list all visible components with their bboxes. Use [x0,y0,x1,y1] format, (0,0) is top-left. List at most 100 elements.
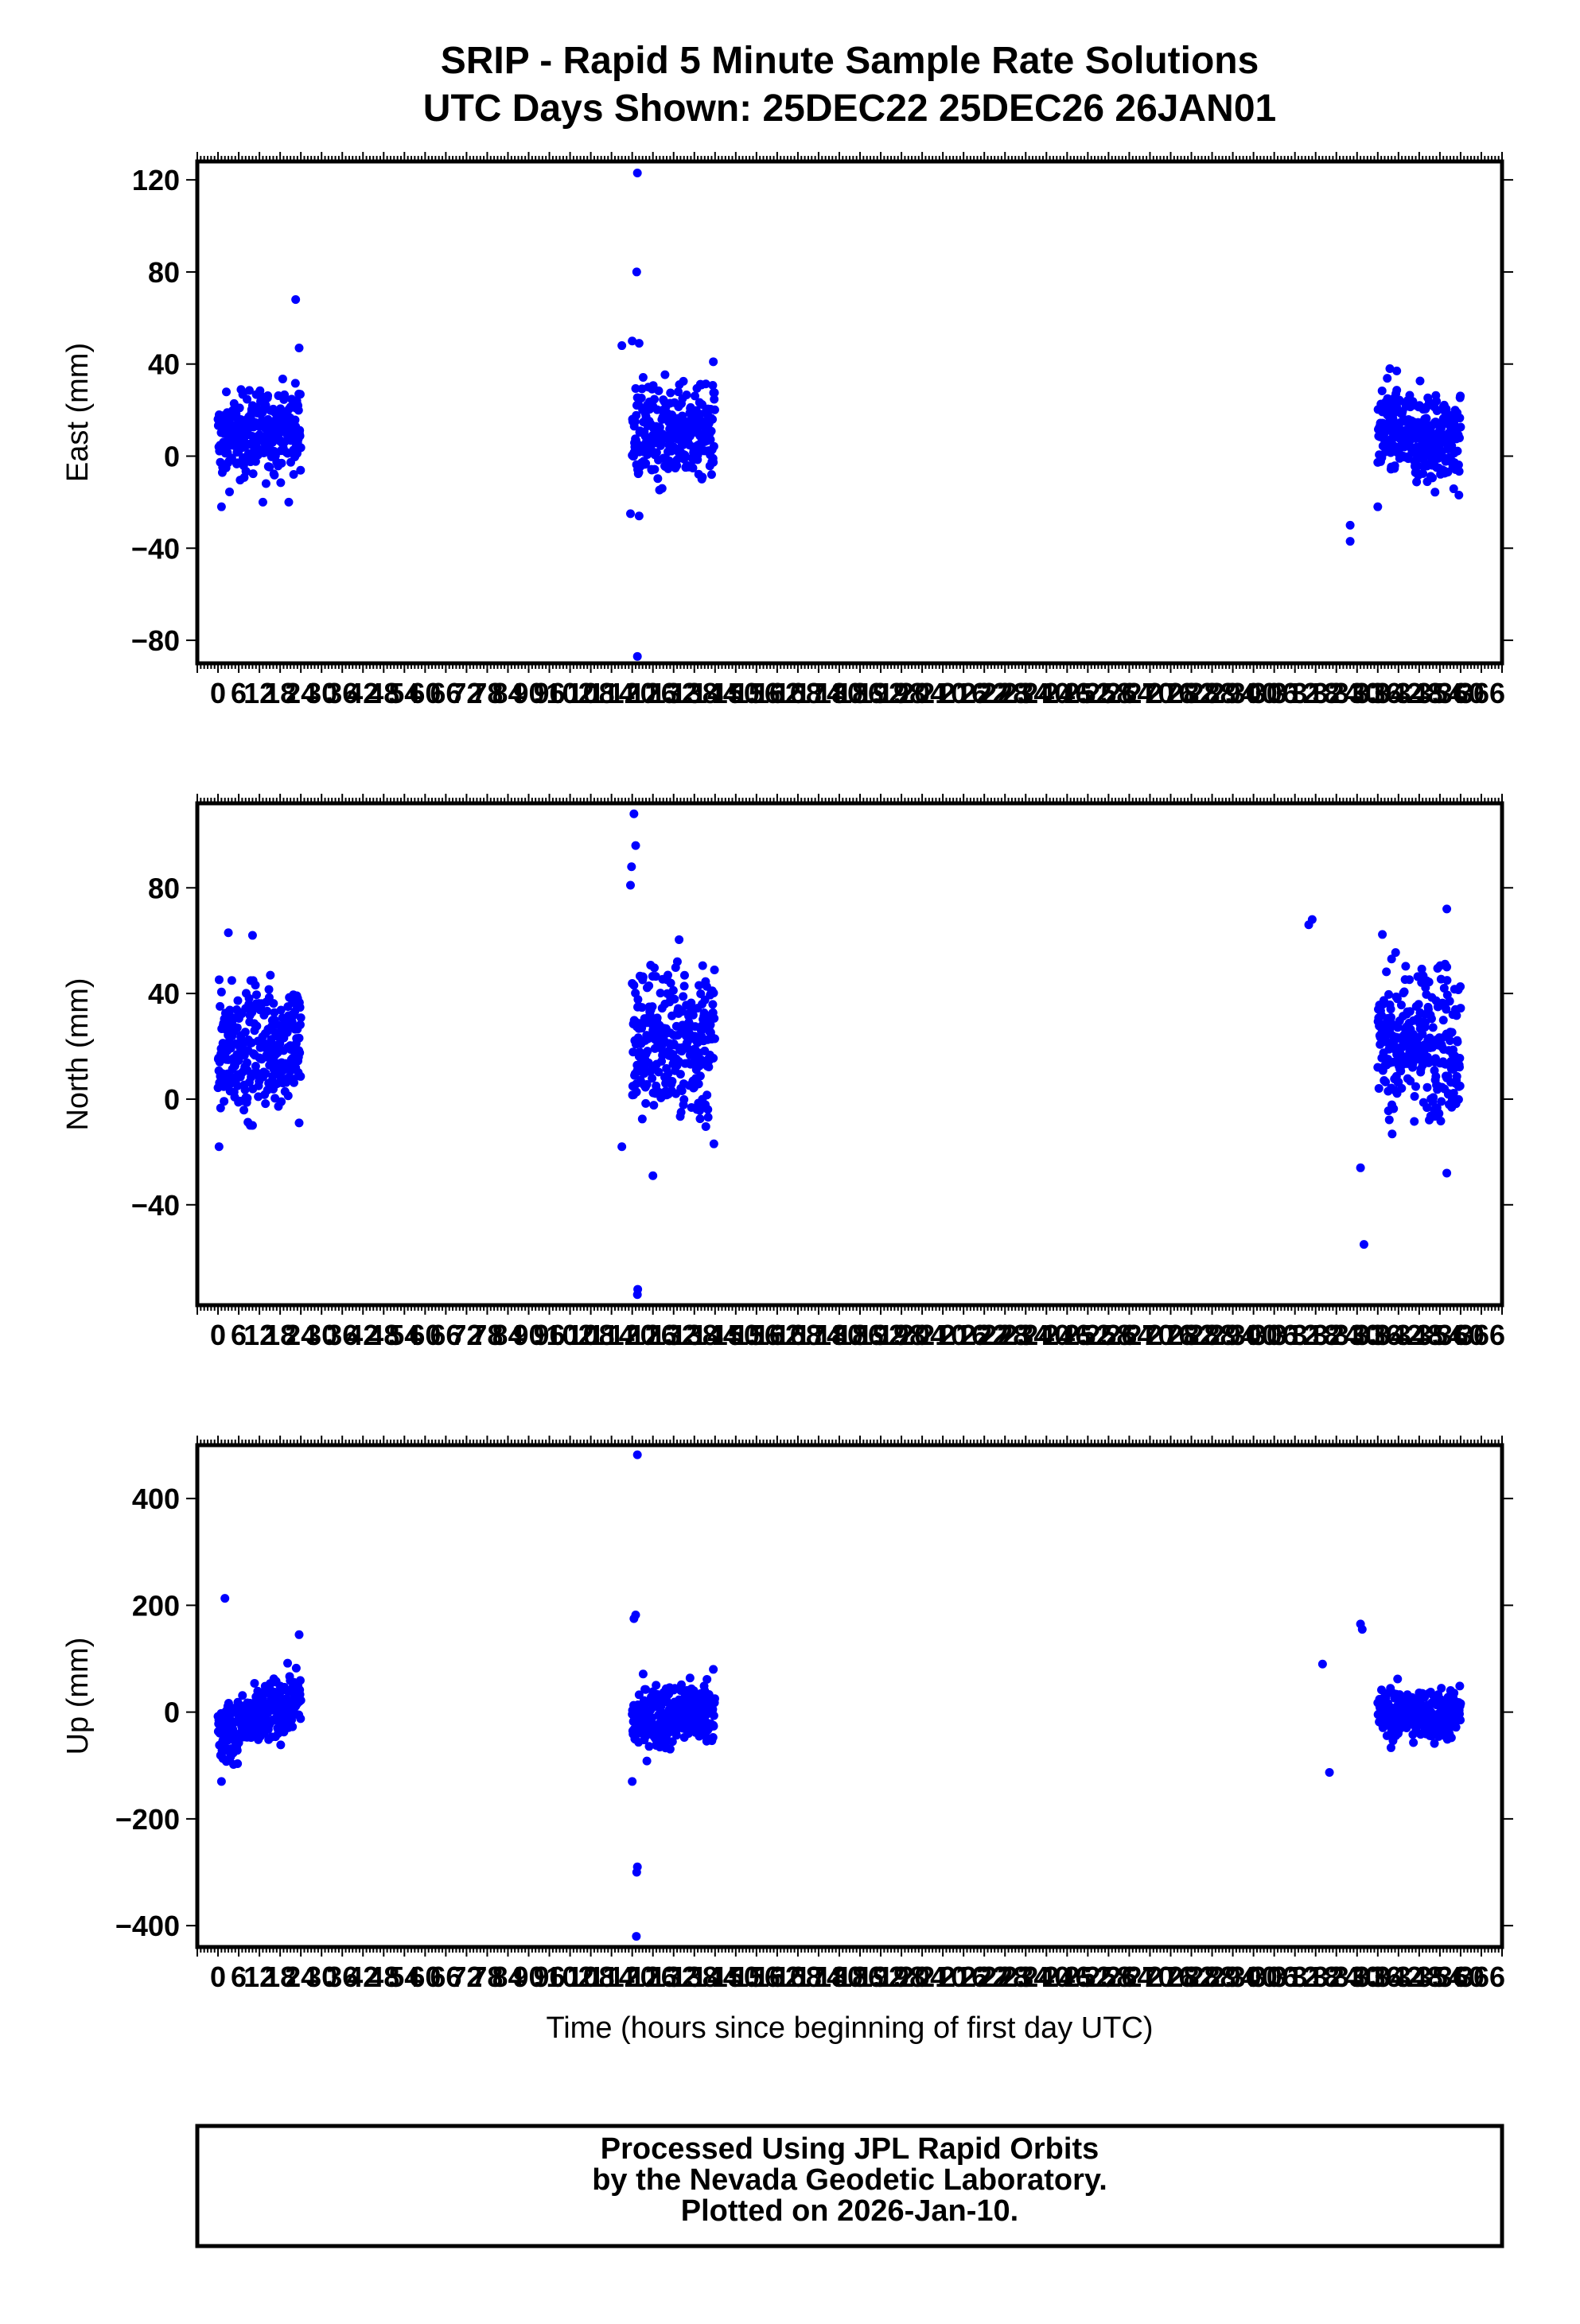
data-point [628,1047,638,1057]
data-point [709,1711,718,1720]
data-point [1418,468,1428,478]
x-tick-label: 108 [567,1961,615,1993]
x-tick-label: 300 [1230,677,1278,709]
data-point [1405,975,1415,985]
x-tick-label: 360 [1437,677,1485,709]
data-point [695,1106,705,1115]
x-tick-label: 156 [733,677,780,709]
data-point [251,981,260,990]
data-point [233,1759,243,1768]
data-point [240,1028,250,1037]
x-tick-label: 72 [450,677,482,709]
data-point [1431,1072,1441,1082]
data-point [1410,1091,1419,1101]
data-point [672,455,682,464]
x-tick-label: 318 [1292,1961,1340,1993]
data-point [238,1691,247,1700]
data-point [247,1733,256,1743]
data-point [1386,1012,1395,1022]
data-point [1392,994,1402,1004]
data-point [286,436,296,445]
data-points [213,1450,1465,1941]
x-tick-label: 204 [898,677,946,709]
data-point [654,386,664,395]
data-point [1422,414,1431,423]
data-point [1452,1071,1461,1081]
data-point [641,1098,651,1108]
data-point [1454,433,1464,443]
data-point [295,390,305,399]
x-tick-label: 6 [231,677,247,709]
data-point [656,989,665,998]
data-point [1455,414,1465,423]
x-tick-label: 42 [347,1961,379,1993]
data-point [690,391,699,401]
data-point [710,1034,719,1043]
data-point [296,1013,305,1023]
y-axis-label: Up (mm) [61,1638,95,1755]
data-point [706,470,716,480]
data-point [252,1021,262,1031]
x-tick-label: 366 [1457,1961,1505,1993]
x-tick-label: 30 [305,1319,337,1351]
data-point [1410,1117,1419,1126]
data-point [679,992,688,1001]
x-tick-label: 126 [629,677,677,709]
data-point [295,1020,305,1029]
data-point [710,405,719,414]
data-point [1393,1674,1403,1684]
x-tick-label: 270 [1126,1319,1173,1351]
x-tick-label: 48 [368,1961,399,1993]
data-point [1447,441,1457,451]
data-point [629,809,639,818]
data-point [277,458,286,468]
data-point [666,978,675,988]
data-point [1445,997,1454,1006]
y-axis-label: East (mm) [61,343,95,482]
x-tick-label: 162 [753,1319,801,1351]
data-point [1442,1005,1451,1014]
x-tick-label: 306 [1251,677,1298,709]
x-tick-label: 72 [450,1961,482,1993]
x-tick-label: 324 [1313,1961,1360,1993]
data-point [632,651,642,661]
data-point [628,336,637,346]
data-point [1456,1004,1465,1013]
x-tick-label: 246 [1043,1961,1091,1993]
x-tick-label: 318 [1292,677,1340,709]
y-tick-label: −200 [115,1803,180,1836]
x-tick-label: 12 [243,1961,275,1993]
data-point [680,450,690,460]
x-tick-label: 318 [1292,1319,1340,1351]
data-point [1428,473,1438,483]
data-point [1345,520,1355,530]
data-point [1304,920,1313,930]
data-point [1397,1083,1407,1093]
x-tick-label: 348 [1395,1961,1443,1993]
x-tick-label: 150 [712,677,760,709]
data-point [1455,1081,1465,1090]
data-point [1411,1082,1421,1091]
x-tick-label: 66 [430,1961,461,1993]
x-tick-label: 30 [305,1961,337,1993]
data-point [264,985,274,994]
x-tick-label: 198 [878,1319,925,1351]
x-tick-label: 330 [1333,1961,1381,1993]
data-point [638,1669,648,1679]
data-point [1447,1028,1457,1037]
x-tick-label: 288 [1189,677,1236,709]
data-point [667,1737,677,1747]
data-point [1446,1036,1455,1045]
data-point [270,470,279,480]
data-point [1453,446,1462,456]
data-point [1374,1083,1383,1093]
x-tick-label: 54 [388,1961,420,1993]
x-tick-label: 18 [264,1961,296,1993]
figure-title-line2: UTC Days Shown: 25DEC22 25DEC26 26JAN01 [423,87,1276,130]
data-point [1392,386,1402,395]
data-point [641,459,651,468]
data-point [650,394,660,404]
x-tick-label: 48 [368,1319,399,1351]
data-point [1391,948,1400,958]
